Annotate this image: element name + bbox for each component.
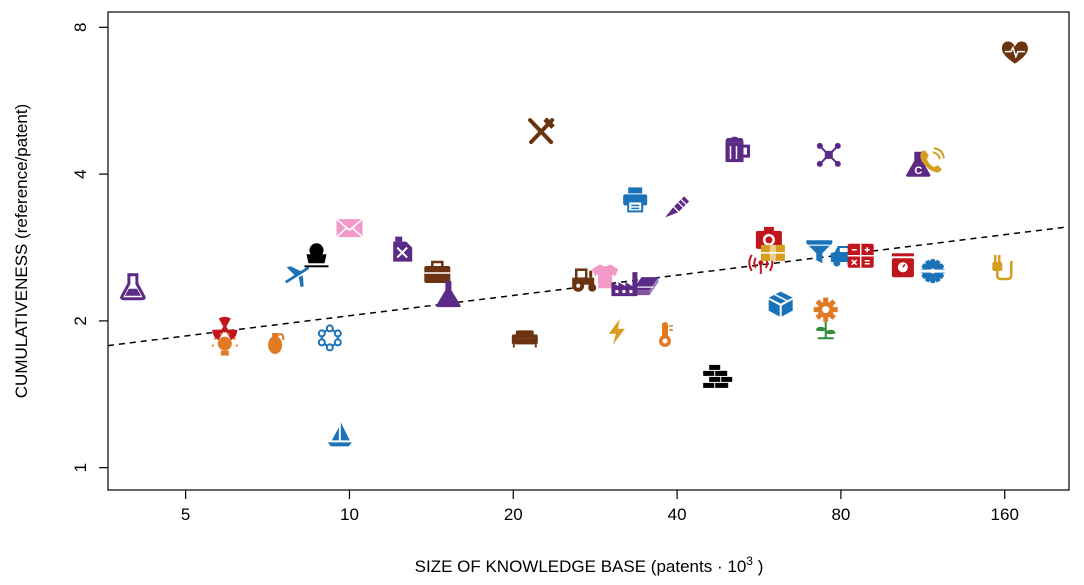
scale-icon [891,253,914,278]
network-icon [816,142,841,167]
x-axis: 5 10 20 40 80 160 [181,490,1019,524]
paintbrush-icon [665,196,690,218]
sofa-icon [511,330,538,348]
tractor-icon [572,268,597,292]
steel-beam-icon [632,277,659,296]
jerrycan-icon [393,236,413,262]
y-tick-label: 1 [71,463,90,472]
saw-blade-icon [919,259,946,284]
x-tick-label: 10 [340,505,359,524]
factory-icon [611,272,638,297]
utensils-icon [528,117,555,145]
flower-icon [815,320,836,340]
x-tick-label: 80 [831,505,850,524]
flask-icon [120,273,146,301]
y-tick-label: 2 [71,316,90,325]
phone-icon [920,147,945,173]
camera-icon [755,226,782,249]
x-tick-label: 5 [181,505,190,524]
thermometer-icon [659,322,673,347]
cube-icon [768,291,793,317]
shirt-icon [592,264,619,289]
flask-full-icon [436,281,461,308]
plug-icon [992,255,1013,281]
svg-text:C: C [914,165,922,177]
envelope-icon [335,218,364,238]
y-tick-label: 4 [71,169,90,178]
x-tick-label: 160 [991,505,1019,524]
heart-pulse-icon [1001,41,1028,64]
trend-line [107,225,1070,347]
bolt-icon [608,318,625,345]
grenade-icon [268,333,285,354]
x-tick-label: 20 [504,505,523,524]
trend-line-path [107,225,1070,347]
calculator-icon [847,243,874,268]
bricks-icon [703,364,733,388]
y-axis: 1 2 4 8 [71,23,108,472]
package-icon [760,244,785,261]
y-tick-label: 8 [71,23,90,32]
radiation-icon [212,316,238,341]
x-axis-title: SIZE OF KNOWLEDGE BASE (patents · 103 ) [415,554,764,576]
sailboat-icon [327,422,352,447]
y-axis-title: CUMULATIVENESS (reference/patent) [12,104,31,398]
plot-area [107,11,1070,491]
beer-mug-icon [725,136,750,163]
airplane-icon [284,266,309,288]
funnel-icon [806,240,833,264]
bulb-icon [211,332,238,356]
data-points: C [120,41,1028,447]
mine-cart-icon [304,243,329,268]
briefcase-icon [424,260,451,283]
printer-icon [623,187,648,213]
x-tick-label: 40 [668,505,687,524]
gear-icon [813,297,838,322]
chemistry-flask-icon: C [906,151,931,177]
molecule-icon [317,324,342,352]
